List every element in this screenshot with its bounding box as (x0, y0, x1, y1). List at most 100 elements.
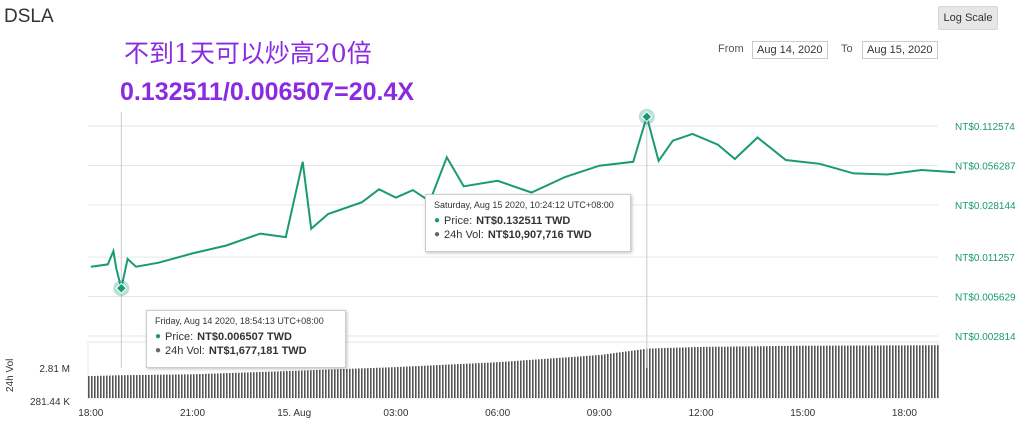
tooltip-peak-price-label: Price: (444, 215, 473, 227)
volume-bar (298, 370, 300, 398)
volume-bar (610, 353, 612, 398)
log-scale-button[interactable]: Log Scale (938, 6, 998, 30)
volume-bar (310, 370, 312, 398)
volume-bar (148, 374, 150, 398)
volume-bar (667, 347, 669, 398)
volume-bar (214, 373, 216, 398)
volume-bar (682, 347, 684, 398)
volume-bar (847, 345, 849, 398)
x-tick-label: 03:00 (383, 408, 408, 419)
volume-bar (166, 374, 168, 398)
volume-bar (889, 345, 891, 398)
price-dot-icon: ● (434, 215, 441, 226)
volume-bar (934, 345, 936, 398)
volume-bar (445, 364, 447, 398)
volume-bar (205, 373, 207, 398)
volume-bar (223, 373, 225, 398)
volume-bar (511, 361, 513, 398)
volume-bar (811, 345, 813, 398)
volume-bar (715, 346, 717, 398)
volume-bar (121, 375, 123, 398)
volume-bar (586, 355, 588, 398)
volume-bar (100, 375, 102, 398)
volume-bar (91, 375, 93, 398)
volume-bar (895, 345, 897, 398)
volume-bar (343, 369, 345, 398)
volume-bar (763, 346, 765, 398)
volume-bar (490, 362, 492, 398)
range-from-input[interactable]: Aug 14, 2020 (752, 41, 828, 59)
volume-bar (241, 372, 243, 398)
volume-bar (196, 374, 198, 398)
tooltip-peak-vol-value: NT$10,907,716 TWD (487, 229, 592, 241)
volume-bar (304, 370, 306, 398)
price-series-line (90, 113, 956, 289)
volume-bar (130, 375, 132, 398)
volume-bar (793, 345, 795, 398)
volume-bar (730, 346, 732, 398)
volume-bar (460, 363, 462, 398)
volume-bar (748, 346, 750, 398)
tooltip-low-vol-value: NT$1,677,181 TWD (208, 345, 307, 357)
volume-bar (415, 366, 417, 398)
annotation-line-1: 不到1天可以炒高20倍 (124, 39, 372, 68)
volume-bar (379, 367, 381, 398)
volume-axis-label: 24h Vol (5, 358, 16, 392)
volume-bar (250, 372, 252, 398)
volume-bar (733, 346, 735, 398)
volume-bar (589, 355, 591, 398)
volume-bar (94, 375, 96, 398)
volume-bar (835, 345, 837, 398)
volume-bar (784, 345, 786, 398)
volume-bar (337, 369, 339, 398)
volume-bar (430, 365, 432, 398)
volume-bar (520, 360, 522, 398)
volume-bar (340, 369, 342, 398)
x-tick-label: 18:00 (78, 408, 103, 419)
volume-bar (151, 374, 153, 398)
volume-bar (385, 367, 387, 398)
volume-bar (478, 363, 480, 398)
volume-bar (172, 374, 174, 398)
range-to-input[interactable]: Aug 15, 2020 (862, 41, 938, 59)
volume-bar (652, 348, 654, 398)
volume-bar (316, 370, 318, 398)
volume-bar (505, 361, 507, 398)
volume-bar (325, 369, 327, 398)
volume-bar (826, 345, 828, 398)
volume-bar (781, 345, 783, 398)
volume-bar (289, 370, 291, 398)
volume-bar (727, 346, 729, 398)
volume-bar (613, 353, 615, 398)
volume-bar (193, 374, 195, 398)
volume-bar (235, 372, 237, 398)
volume-bar (817, 345, 819, 398)
volume-bar (790, 345, 792, 398)
volume-bar (454, 364, 456, 398)
volume-bar (412, 366, 414, 398)
volume-bar (550, 358, 552, 398)
tooltip-low-price-value: NT$0.006507 TWD (197, 331, 292, 343)
volume-bar (97, 375, 99, 398)
volume-bar (622, 351, 624, 398)
volume-bar (805, 345, 807, 398)
volume-bar (676, 347, 678, 398)
volume-bar (721, 346, 723, 398)
volume-bar (814, 345, 816, 398)
volume-bar (766, 346, 768, 398)
volume-bar (559, 357, 561, 398)
volume-bar (331, 369, 333, 398)
volume-bar (184, 374, 186, 398)
volume-bar (577, 356, 579, 398)
volume-bar (475, 363, 477, 398)
volume-bar (211, 373, 213, 398)
volume-bar (247, 372, 249, 398)
volume-bar (565, 357, 567, 398)
volume-bar (499, 362, 501, 398)
volume-bar (868, 345, 870, 398)
volume-bar (709, 346, 711, 398)
volume-bar (649, 348, 651, 398)
volume-bar (829, 345, 831, 398)
volume-bar (799, 345, 801, 398)
